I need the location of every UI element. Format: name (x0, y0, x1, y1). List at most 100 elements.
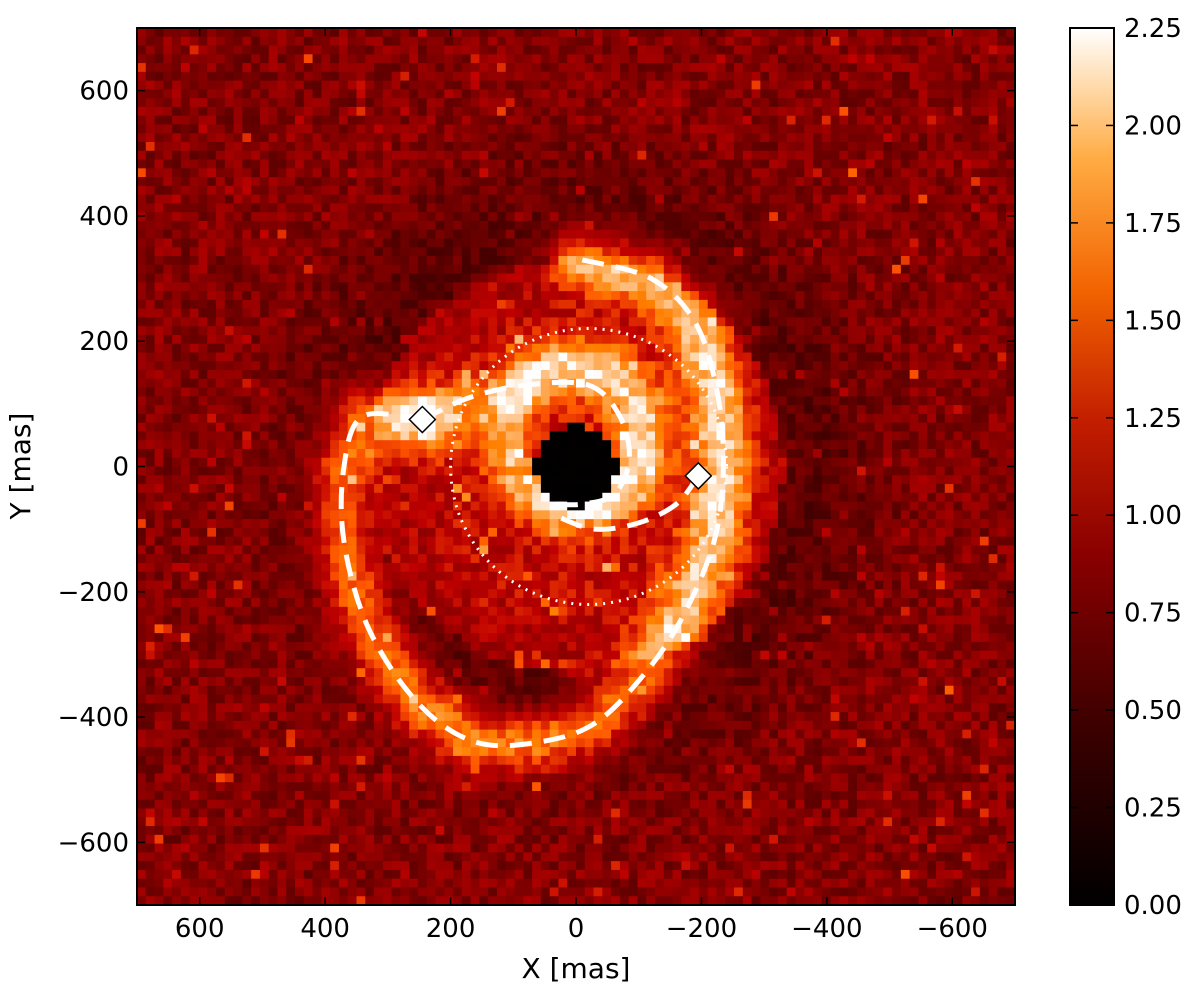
heatmap-cell (268, 519, 279, 529)
heatmap-cell (426, 440, 437, 450)
heatmap-cell (347, 54, 358, 64)
heatmap-cell (286, 177, 296, 187)
heatmap-cell (356, 492, 366, 503)
heatmap-cell (505, 887, 516, 897)
heatmap-cell (207, 106, 217, 117)
heatmap-cell (558, 343, 568, 354)
heatmap-cell (479, 659, 489, 669)
heatmap-cell (207, 852, 217, 862)
heatmap-cell (567, 299, 577, 310)
heatmap-cell (137, 133, 147, 143)
heatmap-cell (549, 562, 560, 573)
heatmap-cell (409, 659, 419, 669)
heatmap-cell (435, 422, 445, 433)
heatmap-cell (453, 247, 463, 257)
heatmap-cell (496, 510, 507, 520)
heatmap-cell (286, 361, 296, 371)
heatmap-cell (461, 159, 472, 169)
heatmap-cell (224, 238, 235, 248)
heatmap-cell (154, 115, 164, 126)
heatmap-cell (321, 282, 331, 292)
heatmap-cell (417, 615, 428, 625)
heatmap-cell (453, 510, 463, 520)
heatmap-cell (540, 203, 551, 213)
heatmap-cell (137, 405, 147, 415)
heatmap-cell (312, 641, 322, 652)
heatmap-cell (470, 676, 481, 687)
heatmap-cell (180, 615, 191, 625)
heatmap-cell (198, 589, 208, 599)
heatmap-cell (224, 624, 235, 634)
heatmap-cell (400, 615, 410, 625)
heatmap-cell (251, 159, 261, 169)
heatmap-cell (374, 28, 384, 38)
heatmap-cell (189, 150, 200, 161)
heatmap-cell (180, 562, 191, 573)
heatmap-cell (330, 396, 340, 406)
heatmap-cell (558, 264, 568, 275)
heatmap-cell (444, 817, 454, 827)
heatmap-cell (233, 764, 243, 775)
heatmap-cell (180, 703, 191, 713)
heatmap-cell (233, 334, 243, 345)
heatmap-cell (426, 703, 437, 713)
heatmap-cell (286, 773, 296, 783)
heatmap-cell (435, 475, 445, 485)
heatmap-cell (154, 203, 164, 213)
heatmap-cell (496, 80, 507, 90)
heatmap-cell (496, 247, 507, 257)
heatmap-cell (145, 71, 156, 82)
heatmap-cell (479, 422, 489, 433)
heatmap-cell (365, 869, 375, 880)
heatmap-cell (145, 185, 156, 196)
heatmap-cell (198, 150, 208, 161)
heatmap-cell (505, 764, 516, 775)
heatmap-cell (409, 554, 419, 564)
heatmap-cell (479, 273, 489, 283)
heatmap-cell (549, 28, 560, 38)
heatmap-cell (435, 571, 445, 582)
heatmap-cell (461, 712, 472, 722)
heatmap-cell (523, 413, 533, 424)
heatmap-cell (163, 54, 173, 64)
heatmap-cell (338, 694, 349, 704)
heatmap-cell (303, 782, 314, 792)
heatmap-cell (233, 212, 243, 222)
heatmap-cell (417, 247, 428, 257)
heatmap-cell (505, 54, 516, 64)
heatmap-cell (523, 703, 533, 713)
heatmap-cell (409, 317, 419, 327)
heatmap-cell (242, 826, 252, 836)
heatmap-cell (356, 554, 366, 564)
heatmap-cell (233, 668, 243, 678)
heatmap-cell (154, 431, 164, 441)
heatmap-cell (242, 738, 252, 748)
heatmap-cell (189, 861, 200, 871)
heatmap-cell (198, 484, 208, 494)
heatmap-cell (145, 326, 156, 336)
heatmap-cell (338, 764, 349, 775)
heatmap-cell (312, 370, 322, 380)
heatmap-cell (137, 799, 147, 810)
heatmap-cell (479, 352, 489, 362)
heatmap-cell (180, 168, 191, 178)
heatmap-cell (505, 896, 516, 905)
heatmap-cell (409, 212, 419, 222)
heatmap-cell (216, 878, 226, 889)
heatmap-cell (505, 273, 516, 283)
heatmap-cell (453, 782, 463, 792)
heatmap-cell (295, 519, 305, 529)
heatmap-cell (154, 212, 164, 222)
heatmap-cell (145, 28, 156, 38)
heatmap-cell (145, 712, 156, 722)
heatmap-cell (180, 142, 191, 152)
heatmap-cell (207, 694, 217, 704)
heatmap-cell (321, 124, 331, 134)
heatmap-cell (259, 238, 270, 248)
heatmap-cell (374, 668, 384, 678)
heatmap-cell (277, 896, 287, 905)
heatmap-cell (365, 712, 375, 722)
heatmap-cell (382, 527, 393, 538)
heatmap-cell (470, 334, 481, 345)
heatmap-cell (268, 764, 279, 775)
